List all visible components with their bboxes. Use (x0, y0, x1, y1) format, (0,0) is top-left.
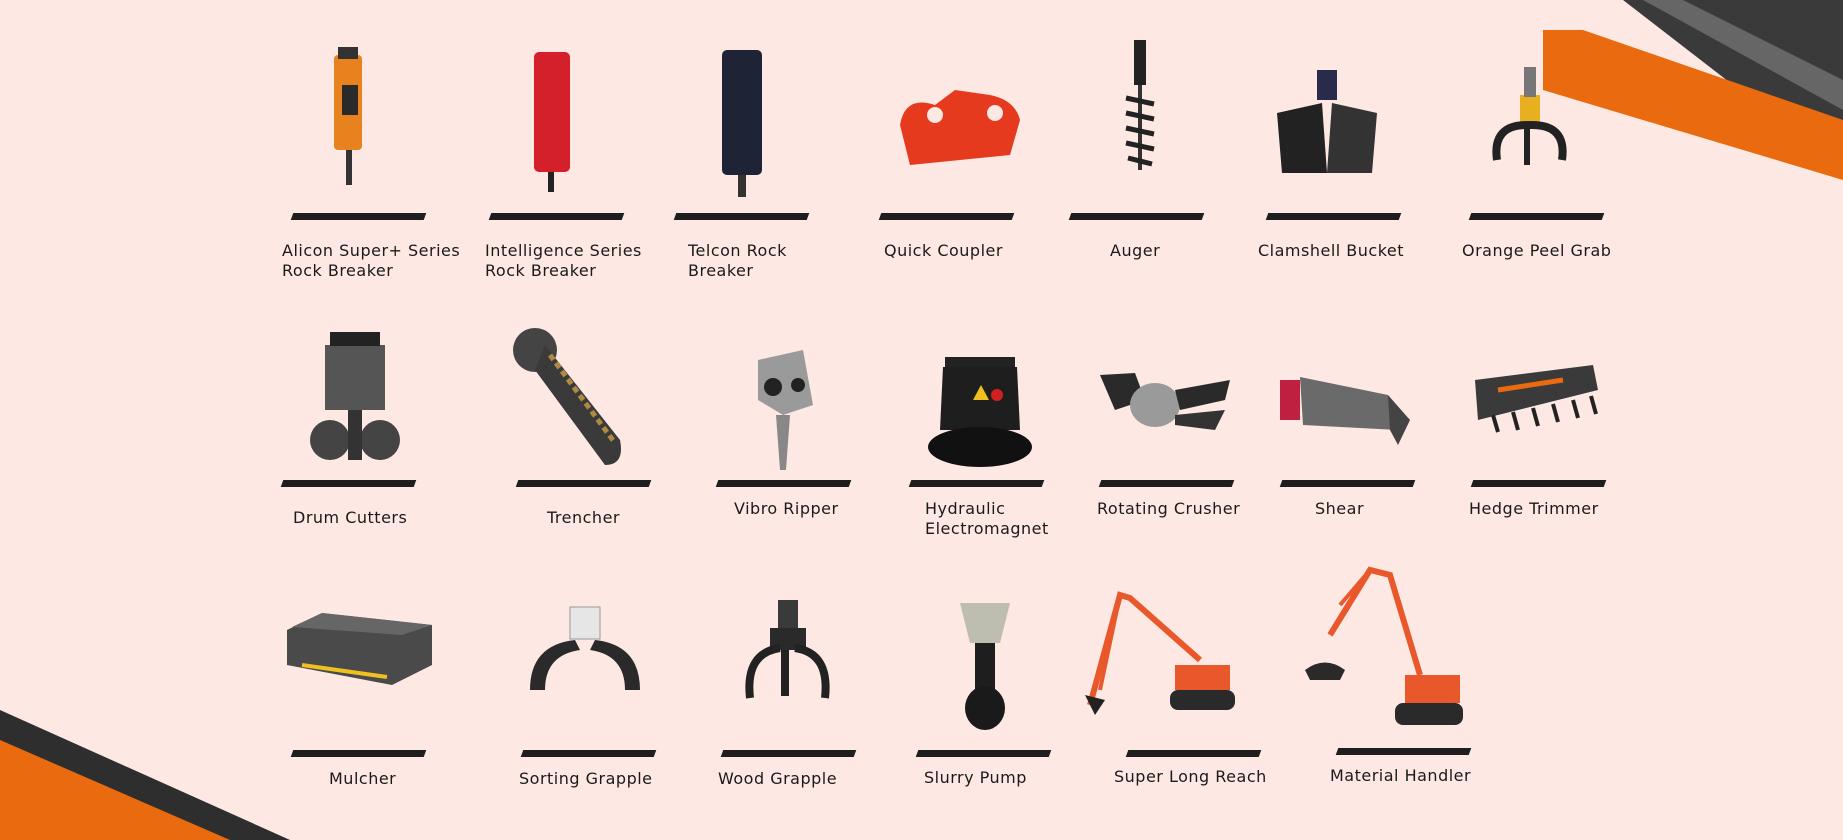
item-underline (1068, 213, 1205, 220)
item-label: Super Long Reach (1114, 767, 1267, 786)
item-underline (1098, 480, 1235, 487)
telcon-rock-breaker-image (722, 50, 762, 197)
hydraulic-electromagnet-image (928, 357, 1032, 467)
item-label: Quick Coupler (884, 241, 1003, 260)
item-label: Drum Cutters (293, 508, 408, 527)
item-underline (290, 750, 427, 757)
item-underline (1279, 480, 1416, 487)
item-underline (1468, 213, 1605, 220)
bottom-left-corner-decoration (0, 710, 290, 840)
item-underline (878, 213, 1015, 220)
item-underline (1265, 213, 1402, 220)
item-label: Hedge Trimmer (1469, 499, 1599, 518)
item-label: Clamshell Bucket (1258, 241, 1405, 260)
item-label: Vibro Ripper (734, 499, 839, 518)
item-underline (1335, 748, 1472, 755)
item-label: Intelligence Series Rock Breaker (485, 241, 642, 280)
auger-image (1125, 40, 1155, 170)
item-underline (1470, 480, 1607, 487)
rotating-crusher-image (1100, 373, 1230, 430)
item-label: Sorting Grapple (519, 769, 653, 788)
item-underline (715, 480, 852, 487)
shear-image (1280, 377, 1410, 445)
clamshell-bucket-image (1277, 70, 1377, 173)
sorting-grapple-image (530, 606, 640, 690)
trencher-image (513, 328, 621, 465)
item-label: Telcon Rock Breaker (688, 241, 787, 280)
super-long-reach-image (1085, 591, 1235, 715)
item-underline (908, 480, 1045, 487)
hedge-trimmer-image (1475, 365, 1598, 433)
item-underline (520, 750, 657, 757)
item-underline (673, 213, 810, 220)
item-label: Alicon Super+ Series Rock Breaker (282, 241, 461, 280)
orange-peel-grab-image (1492, 67, 1567, 165)
item-label: Shear (1315, 499, 1365, 518)
item-underline (720, 750, 857, 757)
item-label: Trencher (547, 508, 620, 527)
item-label: Material Handler (1330, 766, 1472, 785)
item-underline (1125, 750, 1262, 757)
vibro-ripper-image (758, 350, 813, 470)
material-handler-image (1305, 566, 1463, 725)
drum-cutters-image (310, 332, 400, 460)
slurry-pump-image (960, 603, 1010, 730)
item-underline (280, 480, 417, 487)
item-underline (515, 480, 652, 487)
quick-coupler-image (900, 90, 1020, 165)
item-underline (290, 213, 427, 220)
item-label: Auger (1110, 241, 1161, 260)
mulcher-image (287, 613, 432, 685)
item-label: Rotating Crusher (1097, 499, 1241, 518)
intelligence-rock-breaker-image (534, 52, 570, 192)
item-label: Orange Peel Grab (1462, 241, 1612, 260)
item-label: Wood Grapple (718, 769, 838, 788)
item-underline (915, 750, 1052, 757)
item-label: Slurry Pump (924, 768, 1027, 787)
wood-grapple-image (745, 600, 830, 699)
alicon-rock-breaker-image (334, 47, 362, 185)
item-label: Hydraulic Electromagnet (925, 499, 1049, 538)
item-underline (488, 213, 625, 220)
item-label: Mulcher (329, 769, 397, 788)
top-right-corner-decoration (1543, 0, 1843, 180)
